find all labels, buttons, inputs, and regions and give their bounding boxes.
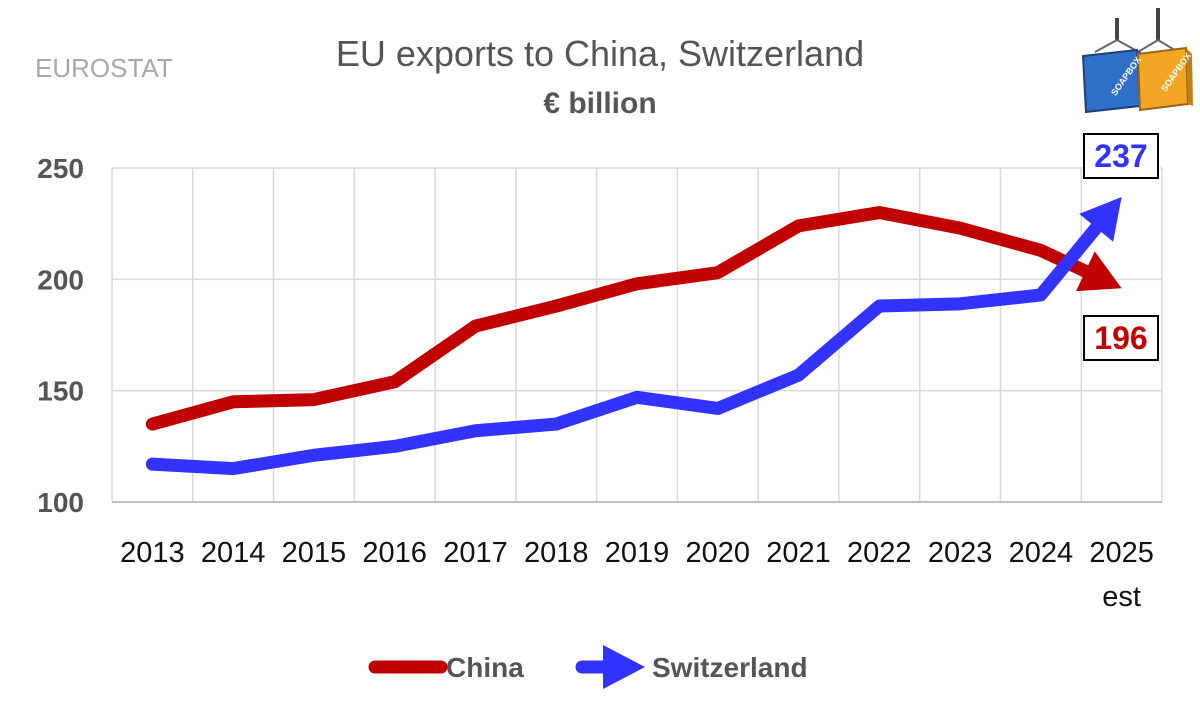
x-tick-label: 2021 bbox=[766, 537, 831, 569]
series-line-switzerland bbox=[145, 221, 1103, 476]
gridlines bbox=[111, 167, 1163, 503]
x-tick-label: 2024 bbox=[1009, 537, 1074, 569]
end-labels: 196 237 bbox=[1083, 133, 1159, 361]
end-label-box-switzerland bbox=[1083, 133, 1159, 179]
end-label-china: 196 bbox=[1094, 320, 1147, 356]
x-tick-label: 2017 bbox=[443, 537, 508, 569]
arrowhead-china bbox=[1076, 251, 1122, 292]
x-tick-label: 2018 bbox=[524, 537, 589, 569]
series-lines bbox=[145, 196, 1122, 476]
x-tick-label: 2022 bbox=[847, 537, 912, 569]
legend-label-switzerland: Switzerland bbox=[652, 652, 808, 683]
x-tick-sublabel: est bbox=[1102, 581, 1141, 613]
x-tick-label: 2023 bbox=[928, 537, 993, 569]
y-tick-label: 100 bbox=[37, 487, 84, 518]
y-axis: 100 150 200 250 bbox=[37, 153, 84, 518]
x-tick-label: 2020 bbox=[686, 537, 751, 569]
x-tick-label: 2013 bbox=[120, 537, 185, 569]
series-line-china bbox=[145, 206, 1092, 431]
chart-subtitle: € billion bbox=[543, 87, 656, 120]
end-label-switzerland: 237 bbox=[1094, 138, 1147, 174]
x-tick-label: 2016 bbox=[362, 537, 427, 569]
source-label: EUROSTAT bbox=[35, 53, 173, 83]
x-tick-label: 2014 bbox=[201, 537, 266, 569]
legend-label-china: China bbox=[446, 652, 524, 683]
x-tick-label: 2015 bbox=[282, 537, 347, 569]
y-tick-label: 200 bbox=[37, 264, 84, 295]
arrowhead-switzerland bbox=[1079, 196, 1122, 242]
shipping-containers-icon: SOAPBOX SOAPBOX bbox=[1081, 8, 1193, 114]
end-label-box-china bbox=[1083, 315, 1159, 361]
x-tick-label: 2019 bbox=[605, 537, 670, 569]
legend: China Switzerland bbox=[368, 645, 808, 689]
x-tick-label: 2025 bbox=[1089, 537, 1154, 569]
x-axis: 2013 2014 2015 2016 2017 2018 2019 2020 2021 2022… bbox=[120, 537, 1154, 613]
y-tick-label: 150 bbox=[37, 376, 84, 407]
legend-arrow-switzerland bbox=[603, 645, 645, 689]
chart-title: EU exports to China, Switzerland bbox=[336, 33, 864, 74]
y-tick-label: 250 bbox=[37, 153, 84, 184]
